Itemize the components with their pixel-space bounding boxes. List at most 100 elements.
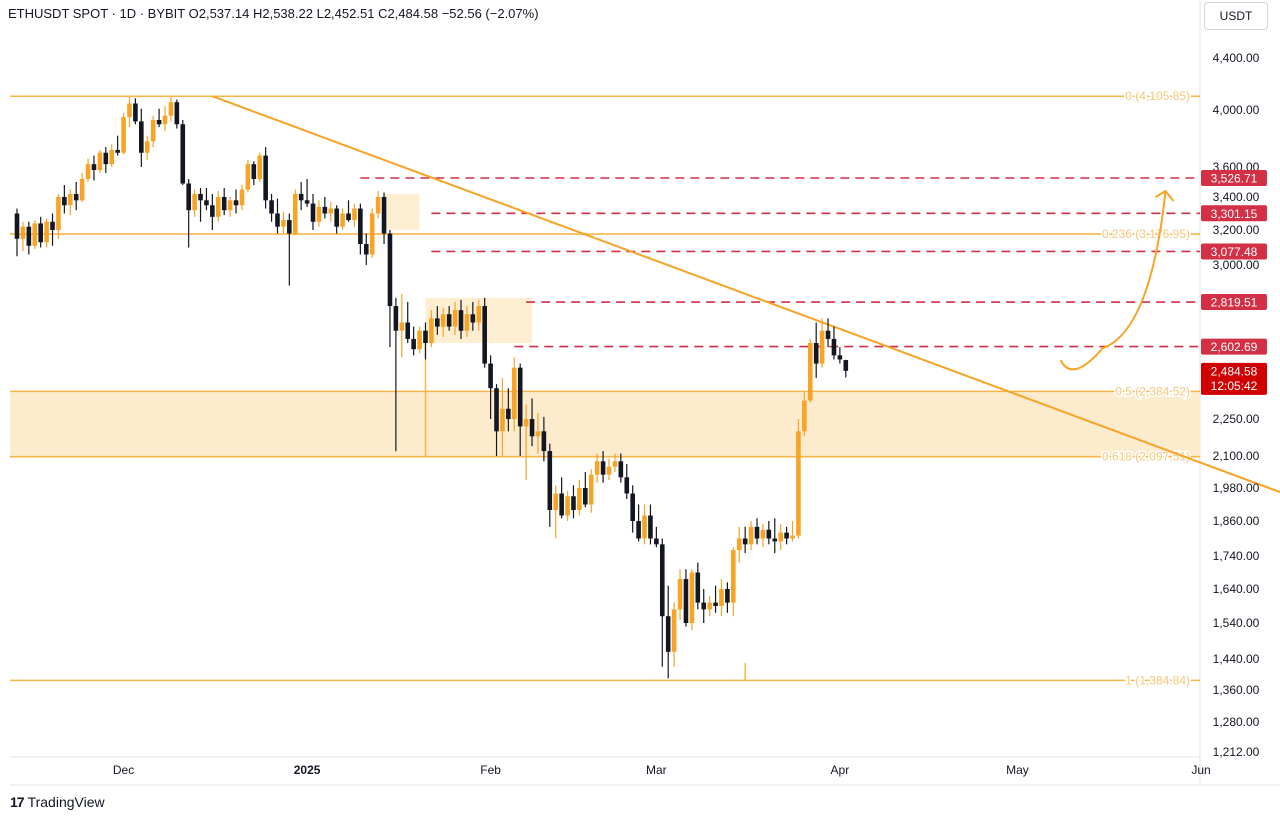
candle-body	[180, 124, 186, 184]
open-label: O	[188, 6, 199, 21]
tradingview-logo-icon: 17	[10, 794, 25, 810]
resistance-price-label: 3,077.48	[1211, 245, 1258, 259]
candle-body	[26, 226, 32, 246]
candle-body	[630, 493, 635, 521]
candle-body	[393, 306, 399, 331]
candle-body	[571, 496, 576, 510]
candle-body	[346, 213, 351, 221]
candle-body	[144, 141, 150, 153]
candle-body	[298, 194, 304, 201]
candle-body	[334, 208, 339, 227]
price-tick-label: 4,400.00	[1213, 51, 1260, 65]
price-tick-label: 3,000.00	[1213, 258, 1260, 272]
candle-body	[363, 244, 369, 255]
candle-body	[535, 431, 541, 437]
candle-body	[636, 521, 641, 539]
time-tick-label: Jun	[1191, 763, 1210, 777]
time-tick-label: Mar	[646, 763, 667, 777]
candle-body	[387, 233, 393, 307]
candle-body	[215, 197, 221, 217]
resistance-price-badge	[1201, 243, 1267, 260]
last-price-label: 2,484.58	[1211, 364, 1258, 378]
candle-body	[529, 419, 535, 437]
price-tick-label: 1,860.00	[1213, 514, 1260, 528]
candle-body	[813, 343, 819, 364]
candle-body	[257, 155, 263, 179]
bar-countdown-label: 12:05:42	[1211, 379, 1258, 393]
candle-body	[736, 538, 742, 551]
candle-body	[802, 400, 807, 432]
candle-body	[606, 466, 612, 475]
candle-body	[470, 314, 476, 323]
candle-body	[405, 322, 411, 339]
candle-body	[742, 538, 748, 545]
candle-body	[287, 220, 292, 234]
candle-body	[748, 526, 754, 545]
candle-body	[73, 194, 79, 201]
candle-body	[375, 197, 381, 214]
candle-body	[292, 194, 298, 234]
candle-body	[689, 572, 695, 623]
candle-body	[20, 226, 26, 239]
candle-body	[239, 189, 245, 206]
candle-body	[85, 164, 91, 179]
descending-trendline	[212, 95, 1280, 494]
price-tick-label: 4,000.00	[1213, 103, 1260, 117]
consolidation-box	[384, 194, 420, 230]
candle-body	[523, 419, 529, 427]
time-tick-label: 2025	[294, 763, 321, 777]
currency-unit-button[interactable]: USDT	[1204, 2, 1268, 30]
candle-body	[701, 602, 707, 610]
candle-body	[583, 488, 588, 505]
candle-body	[807, 343, 813, 401]
candle-body	[790, 535, 795, 539]
time-tick-label: May	[1006, 763, 1029, 777]
high-value: 2,538.22	[262, 6, 313, 21]
candle-body	[411, 338, 416, 350]
candle-body	[754, 526, 760, 539]
candle-body	[423, 330, 428, 344]
last-price-badge	[1201, 362, 1267, 395]
candle-body	[328, 208, 334, 214]
candle-body	[322, 206, 328, 214]
price-tick-label: 1,212.00	[1213, 745, 1260, 759]
candle-body	[14, 213, 20, 239]
candle-body	[843, 360, 849, 371]
price-tick-label: 1,440.00	[1213, 652, 1260, 666]
price-tick-label: 1,740.00	[1213, 549, 1260, 563]
resistance-price-badge	[1201, 338, 1267, 355]
candle-body	[56, 197, 61, 230]
candle-body	[500, 408, 505, 432]
price-tick-label: 1,640.00	[1213, 582, 1260, 596]
candle-body	[127, 103, 132, 118]
candle-body	[62, 197, 67, 206]
candle-body	[233, 200, 239, 206]
candle-body	[67, 194, 73, 206]
price-tick-label: 2,100.00	[1213, 449, 1260, 463]
candle-body	[494, 388, 499, 432]
candle-body	[464, 314, 470, 331]
candle-body	[796, 431, 801, 536]
candle-body	[766, 529, 772, 539]
resistance-price-badge	[1201, 169, 1267, 186]
symbol-header: ETHUSDT SPOT · 1D · BYBIT O2,537.14 H2,5…	[8, 6, 539, 21]
time-tick-label: Apr	[831, 763, 850, 777]
candle-body	[476, 306, 482, 323]
candle-body	[725, 589, 730, 603]
candle-body	[103, 152, 109, 165]
candle-body	[168, 102, 174, 116]
price-tick-label: 3,400.00	[1213, 190, 1260, 204]
candle-body	[227, 200, 233, 211]
high-label: H	[252, 6, 263, 21]
candle-body	[719, 589, 724, 606]
candle-body	[511, 367, 517, 419]
candle-body	[417, 330, 422, 350]
candle-body	[600, 461, 606, 475]
fib-level-label: 0.618 (2,097.51)	[1102, 450, 1190, 464]
price-tick-label: 1,540.00	[1213, 616, 1260, 630]
candle-body	[440, 314, 446, 327]
candle-body	[221, 197, 227, 211]
candle-body	[642, 515, 647, 539]
candle-body	[156, 119, 162, 125]
